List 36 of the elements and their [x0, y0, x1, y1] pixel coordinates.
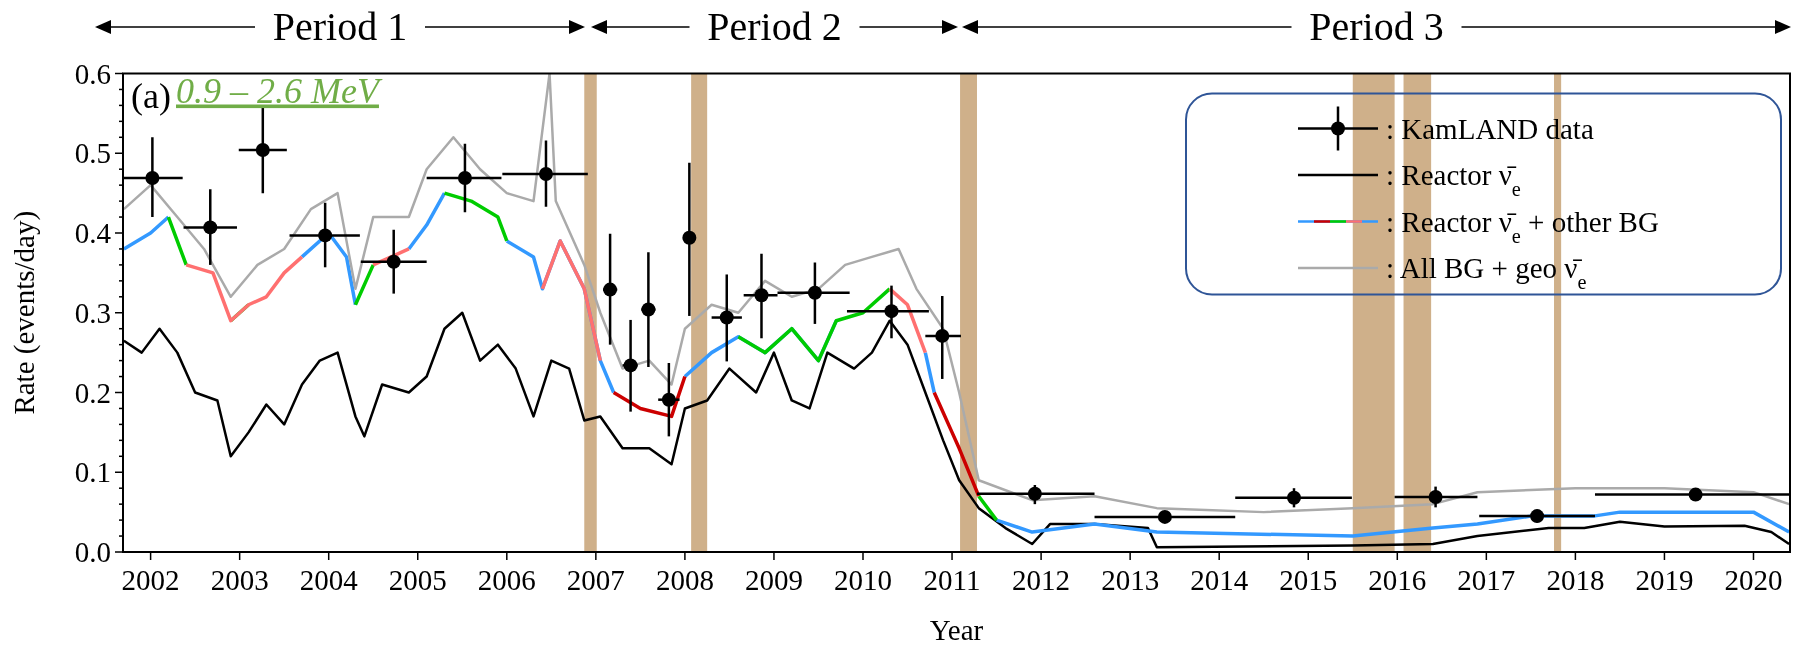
x-tick-label: 2013 [1101, 564, 1160, 596]
y-tick-label: 0.0 [74, 536, 111, 569]
x-tick-label: 2005 [388, 564, 447, 596]
y-tick-label: 0.5 [74, 137, 111, 170]
x-tick-label: 2014 [1190, 564, 1249, 596]
annotation: 0.9 – 2.6 MeV [176, 70, 383, 111]
annotation: (a) [131, 75, 171, 116]
x-tick-label: 2010 [834, 564, 892, 596]
x-tick-label: 2002 [121, 564, 180, 596]
x-axis-title: Year [929, 614, 984, 646]
text: Period 2 [707, 4, 842, 49]
y-tick-label: 0.2 [74, 376, 111, 409]
x-tick-label: 2004 [299, 564, 359, 596]
legend-label: : KamLAND data [1386, 112, 1594, 145]
y-tick-label: 0.4 [74, 217, 112, 250]
x-tick-label: 2006 [477, 564, 536, 596]
x-tick-label: 2018 [1546, 564, 1605, 596]
text: Period 1 [272, 4, 408, 49]
x-tick-label: 2008 [655, 564, 714, 596]
y-tick-label: 0.1 [74, 456, 111, 489]
x-tick-label: 2012 [1012, 564, 1071, 596]
x-tick-label: 2015 [1279, 564, 1338, 596]
y-axis-title: Rate (events/day) [8, 210, 41, 415]
x-tick-label: 2016 [1368, 564, 1427, 596]
x-tick-label: 2017 [1457, 564, 1516, 596]
x-tick-label: 2007 [566, 564, 625, 596]
x-tick-label: 2020 [1724, 564, 1783, 596]
legend-label: : Reactor ν̄$_{e}$ + other BG [1386, 205, 1659, 247]
y-tick-label: 0.3 [74, 296, 111, 329]
x-tick-label: 2009 [744, 564, 803, 596]
x-tick-label: 2011 [923, 564, 981, 596]
legend-label: : Reactor ν̄$_{e}$ [1386, 159, 1521, 200]
x-tick-label: 2019 [1635, 564, 1694, 596]
y-tick-label: 0.6 [74, 57, 111, 90]
x-tick-label: 2003 [210, 564, 269, 596]
text: Period 3 [1309, 4, 1444, 49]
